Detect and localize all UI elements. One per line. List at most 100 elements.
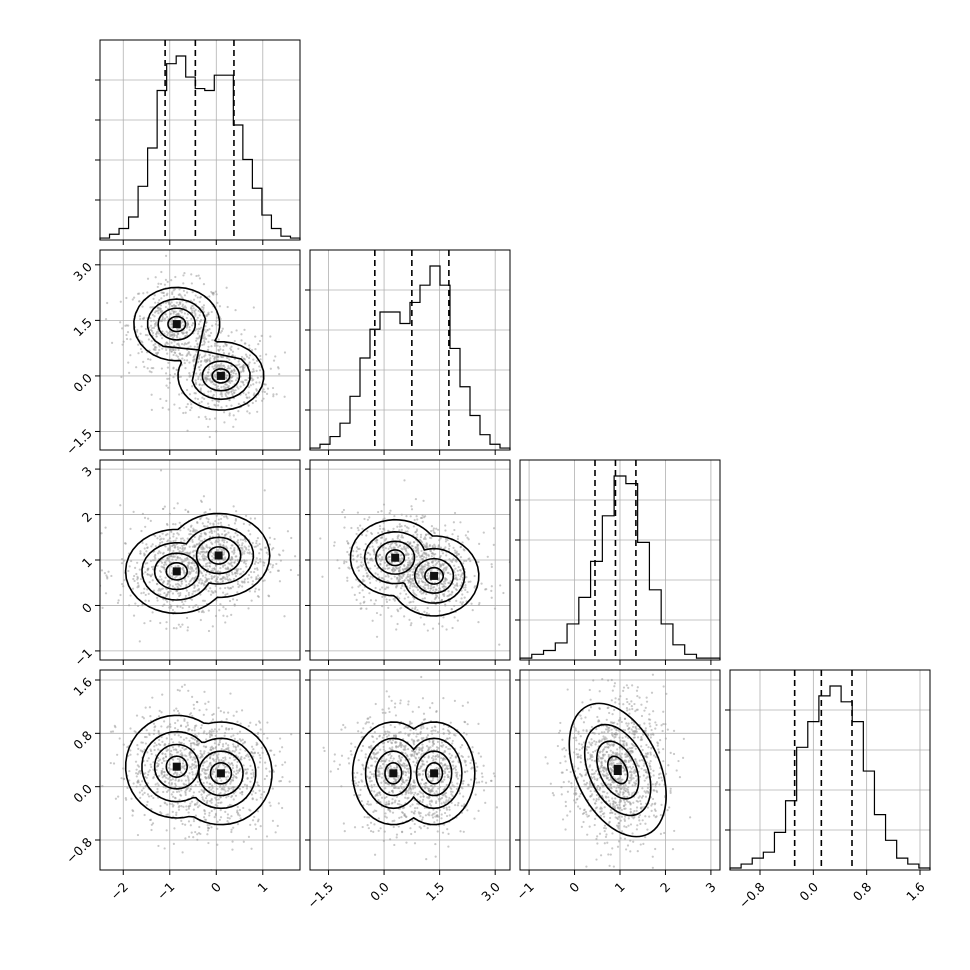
scatter-point — [221, 539, 224, 542]
scatter-point — [227, 794, 230, 798]
scatter-point — [393, 801, 396, 804]
scatter-point — [185, 737, 188, 740]
scatter-point — [167, 331, 170, 335]
scatter-point — [178, 798, 181, 801]
scatter-point — [186, 629, 189, 632]
scatter-point — [461, 576, 465, 579]
scatter-point — [478, 542, 481, 545]
scatter-point — [138, 791, 141, 794]
scatter-point — [164, 576, 167, 579]
scatter-point — [186, 352, 189, 355]
scatter-point — [190, 403, 193, 406]
scatter-point — [224, 586, 227, 590]
scatter-point — [176, 757, 179, 761]
scatter-point — [183, 767, 186, 770]
scatter-point — [461, 601, 465, 604]
scatter-point — [238, 730, 242, 733]
scatter-point — [425, 611, 429, 615]
scatter-point — [236, 569, 239, 572]
scatter-point — [252, 306, 255, 309]
scatter-point — [217, 404, 220, 407]
scatter-point — [170, 322, 174, 325]
scatter-point — [422, 499, 425, 502]
scatter-point — [180, 685, 184, 688]
scatter-point — [175, 627, 178, 630]
scatter-point — [216, 757, 219, 760]
scatter-point — [355, 598, 358, 601]
scatter-point — [354, 782, 358, 785]
scatter-point — [119, 504, 122, 507]
histogram-step — [519, 475, 721, 660]
scatter-point — [384, 567, 387, 570]
scatter-point — [133, 579, 136, 583]
scatter-point — [382, 518, 385, 521]
scatter-point — [174, 539, 177, 542]
scatter-point — [344, 726, 347, 729]
scatter-point — [213, 383, 217, 386]
scatter-point — [248, 344, 251, 347]
scatter-point — [207, 340, 210, 343]
scatter-point — [219, 517, 223, 521]
scatter-point — [243, 328, 246, 331]
scatter-point — [242, 357, 245, 360]
scatter-point — [193, 345, 196, 348]
scatter-point — [197, 831, 201, 835]
scatter-point — [156, 764, 160, 768]
scatter-point — [162, 551, 165, 555]
scatter-point — [268, 543, 271, 546]
scatter-point — [237, 585, 240, 589]
scatter-point — [222, 541, 226, 544]
scatter-point — [141, 741, 144, 744]
scatter-point — [257, 588, 261, 591]
histogram-step — [309, 265, 511, 450]
scatter-point — [190, 273, 193, 276]
scatter-point — [365, 534, 368, 537]
scatter-point — [451, 626, 454, 630]
scatter-point — [144, 333, 147, 337]
scatter-point — [514, 614, 516, 616]
scatter-point — [410, 544, 413, 548]
scatter-point — [341, 511, 344, 514]
scatter-point — [255, 388, 258, 391]
scatter-point — [387, 606, 390, 609]
scatter-point — [195, 339, 198, 342]
scatter-point — [360, 773, 363, 776]
scatter-point — [154, 310, 158, 313]
scatter-point — [169, 590, 172, 593]
scatter-point — [432, 527, 436, 530]
scatter-point — [198, 368, 201, 371]
density-contour — [133, 286, 265, 411]
scatter-point — [277, 553, 281, 556]
y-tick-label: 3 — [79, 463, 95, 479]
scatter-point — [186, 403, 189, 406]
scatter-point — [371, 576, 374, 579]
scatter-point — [156, 583, 159, 586]
scatter-point — [156, 782, 159, 785]
scatter-point — [179, 753, 182, 756]
scatter-point — [202, 308, 205, 311]
scatter-point — [231, 550, 234, 553]
scatter-point — [430, 536, 433, 540]
scatter-point — [149, 324, 153, 327]
scatter-point — [209, 748, 213, 752]
scatter-point — [149, 559, 153, 563]
scatter-point — [240, 559, 243, 562]
scatter-point — [197, 274, 200, 277]
scatter-point — [256, 376, 259, 379]
scatter-point — [122, 777, 126, 780]
scatter-point — [415, 536, 418, 539]
scatter-point — [373, 853, 377, 856]
scatter-point — [226, 813, 230, 816]
scatter-point — [356, 555, 359, 558]
scatter-point — [161, 581, 165, 584]
scatter-point — [218, 609, 221, 612]
scatter-point — [453, 549, 456, 552]
scatter-point — [103, 572, 107, 575]
scatter-point — [355, 560, 358, 563]
scatter-point — [212, 556, 215, 559]
scatter-point — [230, 613, 233, 616]
scatter-point — [165, 399, 168, 402]
scatter-point — [477, 603, 481, 606]
scatter-point — [233, 339, 236, 343]
scatter-point — [216, 316, 219, 319]
